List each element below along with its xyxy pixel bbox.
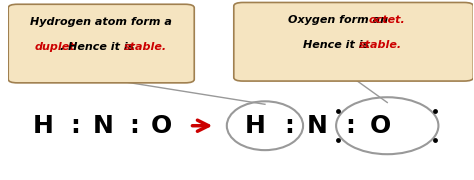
Text: octet.: octet. xyxy=(368,15,405,25)
FancyBboxPatch shape xyxy=(234,3,474,81)
Text: stable.: stable. xyxy=(358,40,401,50)
Text: stable.: stable. xyxy=(124,42,167,52)
Text: H: H xyxy=(33,114,54,138)
Text: :: : xyxy=(285,114,294,138)
Text: :: : xyxy=(345,114,355,138)
Text: duplet: duplet xyxy=(35,42,75,52)
Text: H: H xyxy=(244,114,265,138)
Text: duplet. Hence it is stable.: duplet. Hence it is stable. xyxy=(20,42,182,52)
Text: Hydrogen atom form a: Hydrogen atom form a xyxy=(30,17,172,27)
Text: :: : xyxy=(71,114,81,138)
Text: N: N xyxy=(93,114,114,138)
Text: :: : xyxy=(129,114,139,138)
Text: . Hence it is: . Hence it is xyxy=(60,42,138,52)
Text: O: O xyxy=(370,114,391,138)
Text: N: N xyxy=(307,114,328,138)
Text: Hence it is: Hence it is xyxy=(303,40,373,50)
FancyBboxPatch shape xyxy=(8,4,194,83)
Text: Oxygen form an: Oxygen form an xyxy=(288,15,392,25)
Text: O: O xyxy=(151,114,173,138)
